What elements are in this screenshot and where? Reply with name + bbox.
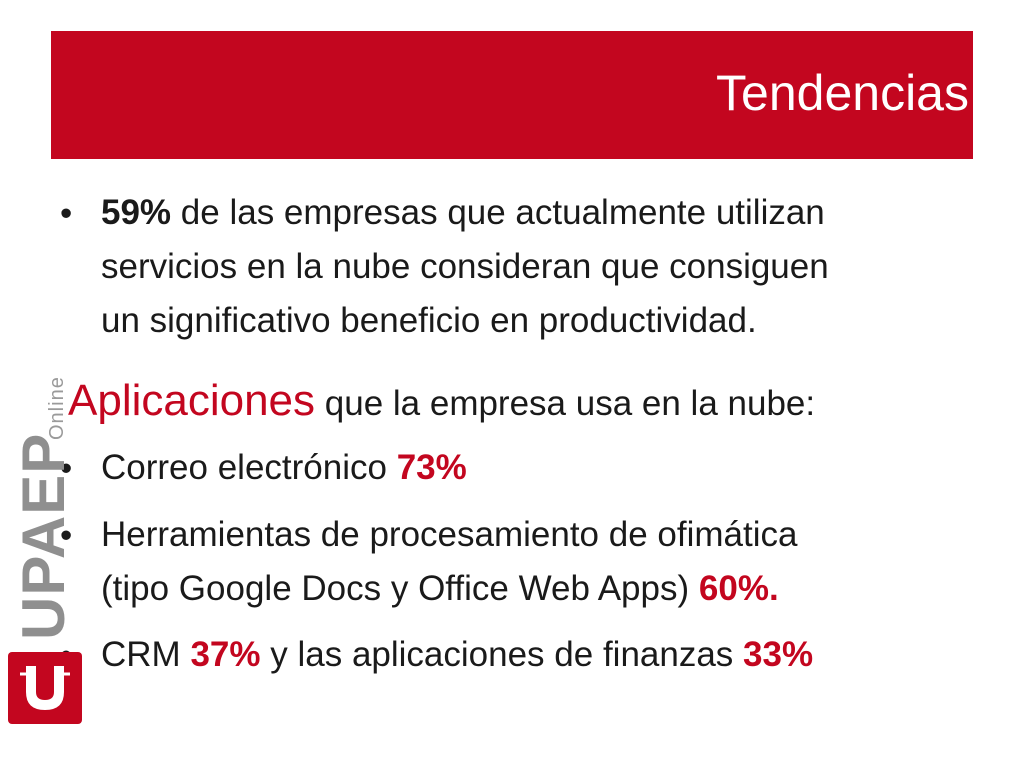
intro-line-3: un significativo beneficio en productivi… [101,301,757,340]
item-label: Correo electrónico [101,448,387,487]
intro-highlight: 59% [101,193,172,232]
upaep-logo-icon [8,652,82,724]
item-label: y las aplicaciones de finanzas [270,635,734,674]
bullet-dot: • [60,194,73,233]
item-label: CRM [101,635,181,674]
list-item: Herramientas de procesamiento de ofimáti… [101,508,797,562]
apps-heading-rest: que la empresa usa en la nube: [324,384,816,423]
apps-heading-big: Aplicaciones [68,376,316,425]
logo-brand: UPAEP [10,432,77,640]
item-label: (tipo Google Docs y Office Web Apps) [101,569,690,608]
item-value: 60%. [698,569,779,608]
list-item: Correo electrónico 73% [101,441,467,495]
item-value: 73% [396,448,467,487]
apps-heading: Aplicaciones que la empresa usa en la nu… [68,374,815,431]
bullet-dot: • [60,449,73,488]
logo-subtitle: Online [46,376,68,440]
bullet-dot: • [60,516,73,555]
item-value: 33% [743,635,814,674]
intro-text: de las empresas que actualmente utilizan [180,193,825,232]
slide-title: Tendencias [716,65,969,121]
item-value: 37% [190,635,261,674]
list-item-continuation: (tipo Google Docs y Office Web Apps) 60%… [101,562,779,616]
title-banner [51,31,973,159]
item-label: Herramientas de procesamiento de ofimáti… [101,515,798,554]
intro-line-1: 59% de las empresas que actualmente util… [101,186,825,240]
intro-line-2: servicios en la nube consideran que cons… [101,247,829,286]
list-item: CRM 37% y las aplicaciones de finanzas 3… [101,628,813,682]
